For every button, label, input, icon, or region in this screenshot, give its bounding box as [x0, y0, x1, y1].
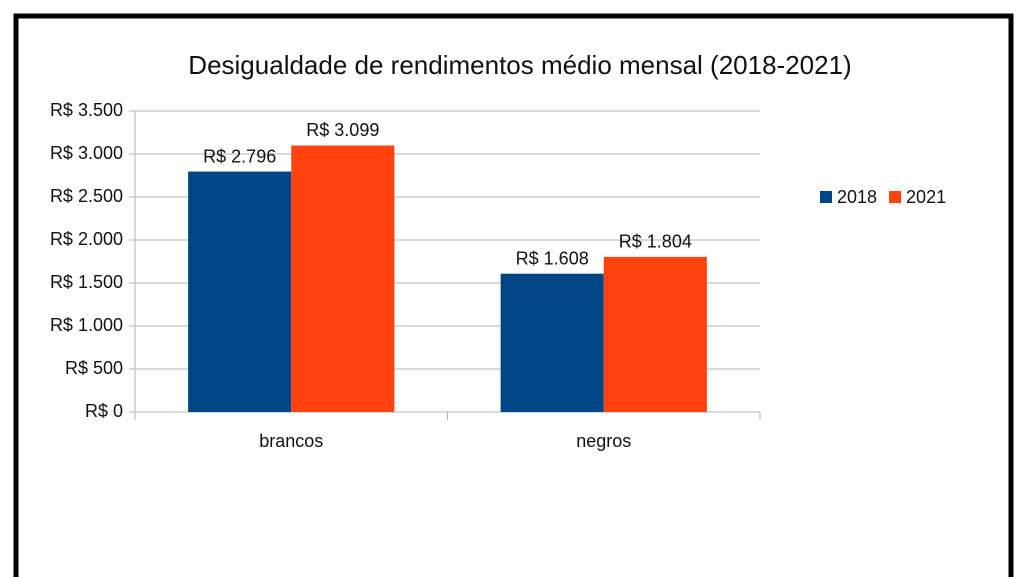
x-tick-label: brancos [259, 431, 323, 451]
chart-title: Desigualdade de rendimentos médio mensal… [188, 50, 851, 80]
x-tick-label: negros [576, 431, 631, 451]
y-tick-label: R$ 500 [65, 358, 123, 378]
frame [13, 13, 1014, 577]
legend-swatch [889, 191, 902, 203]
bar [291, 145, 395, 412]
bar [500, 273, 604, 412]
y-tick-label: R$ 1.000 [50, 315, 123, 335]
y-tick-label: R$ 2.000 [50, 229, 123, 249]
y-tick-label: R$ 2.500 [50, 186, 123, 206]
y-tick-label: R$ 3.500 [50, 100, 123, 120]
bar [188, 171, 292, 412]
y-tick-label: R$ 3.000 [50, 143, 123, 163]
value-label: R$ 3.099 [306, 120, 379, 140]
value-label: R$ 2.796 [203, 146, 276, 166]
bar [603, 256, 707, 412]
value-label: R$ 1.608 [516, 248, 589, 268]
legend-label: 2021 [906, 187, 946, 207]
legend-swatch [820, 191, 832, 203]
y-tick-label: R$ 0 [85, 401, 123, 421]
y-tick-label: R$ 1.500 [50, 272, 123, 292]
legend-label: 2018 [837, 187, 877, 207]
value-label: R$ 1.804 [619, 232, 692, 252]
